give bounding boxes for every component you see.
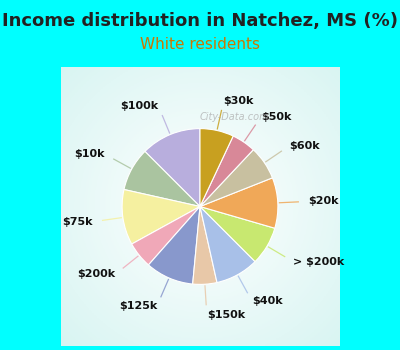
Text: $30k: $30k <box>224 96 254 106</box>
Text: $10k: $10k <box>75 149 105 159</box>
Text: Income distribution in Natchez, MS (%): Income distribution in Natchez, MS (%) <box>2 12 398 30</box>
Wedge shape <box>145 128 200 206</box>
Text: $40k: $40k <box>252 296 283 306</box>
Wedge shape <box>193 206 217 285</box>
Text: $200k: $200k <box>78 269 116 279</box>
Text: $75k: $75k <box>62 217 93 227</box>
Wedge shape <box>122 189 200 244</box>
Wedge shape <box>148 206 200 284</box>
Text: $150k: $150k <box>207 309 245 320</box>
Text: > $200k: > $200k <box>293 257 344 267</box>
Wedge shape <box>200 206 275 261</box>
Text: $125k: $125k <box>119 301 157 311</box>
Wedge shape <box>200 136 253 206</box>
Text: $20k: $20k <box>308 196 339 206</box>
Wedge shape <box>200 178 278 228</box>
Text: $50k: $50k <box>261 112 291 122</box>
Text: $100k: $100k <box>120 102 158 112</box>
Text: $60k: $60k <box>290 141 320 150</box>
Text: City-Data.com: City-Data.com <box>200 112 269 122</box>
Wedge shape <box>200 206 255 282</box>
Wedge shape <box>132 206 200 265</box>
Wedge shape <box>124 152 200 206</box>
Text: White residents: White residents <box>140 37 260 52</box>
Wedge shape <box>200 128 233 206</box>
Wedge shape <box>200 150 272 206</box>
